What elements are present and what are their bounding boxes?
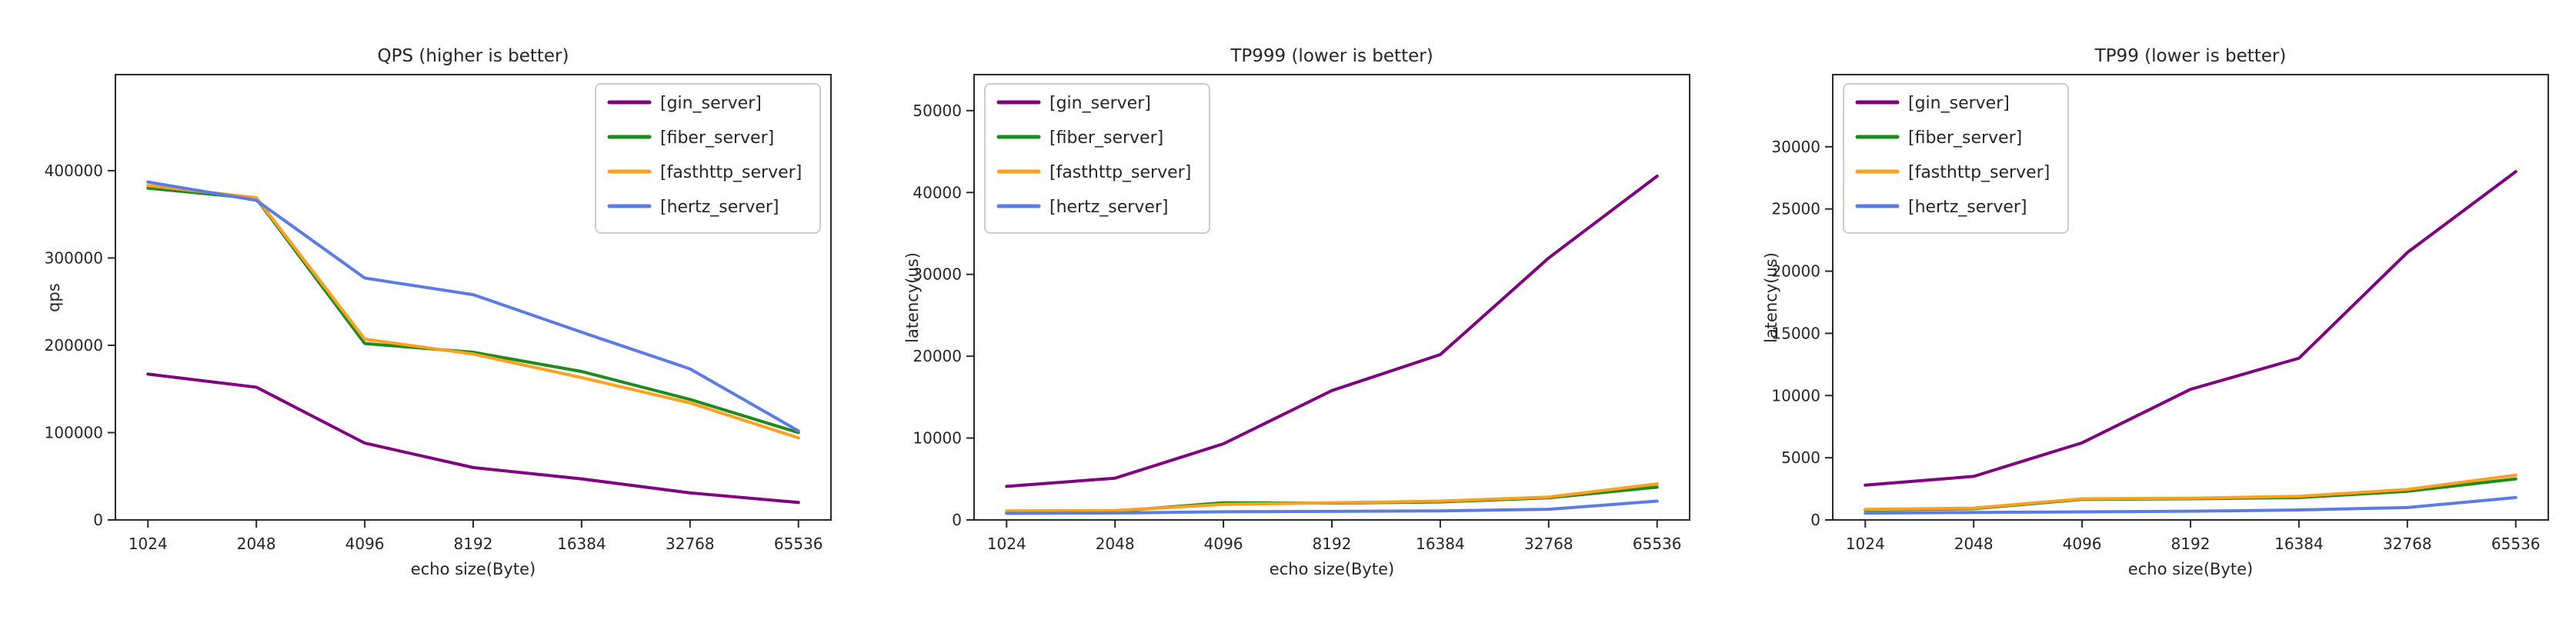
x-tick-label: 1024	[1846, 535, 1885, 553]
x-tick-label: 32768	[1524, 535, 1573, 553]
x-tick-label: 16384	[1416, 535, 1465, 553]
x-tick-label: 65536	[774, 535, 823, 553]
y-tick-label: 30000	[1771, 138, 1820, 156]
legend-label: [hertz_server]	[1908, 198, 2027, 217]
series-line-gin_server	[146, 372, 800, 505]
x-axis-label: echo size(Byte)	[1269, 560, 1395, 578]
y-tick-label: 5000	[1781, 448, 1820, 467]
series-line-fasthttp_server	[146, 184, 800, 440]
y-tick-label: 0	[93, 511, 103, 529]
x-tick-label: 65536	[2491, 535, 2541, 553]
x-tick-label: 32768	[2383, 535, 2432, 553]
y-tick-label: 40000	[913, 183, 962, 202]
x-tick-label: 8192	[1313, 535, 1352, 553]
series-line-gin_server	[1864, 170, 2518, 487]
legend-label: [gin_server]	[1908, 94, 2010, 113]
x-tick-label: 1024	[987, 535, 1026, 553]
y-tick-label: 30000	[913, 265, 962, 284]
plot-area: 0 10000 20000 30000 40000 50000 1024 2048 4096 81…	[913, 74, 1690, 553]
series-line-hertz_server	[1864, 495, 2518, 515]
x-axis-label: echo size(Byte)	[410, 560, 536, 578]
y-tick-label: 25000	[1771, 200, 1820, 218]
y-tick-label: 0	[952, 511, 962, 529]
y-tick-label: 400000	[45, 162, 103, 180]
legend-label: [fiber_server]	[660, 128, 774, 148]
legend-box	[595, 83, 821, 234]
y-tick-label: 15000	[1771, 324, 1820, 342]
x-tick-label: 2048	[1954, 535, 1994, 553]
x-tick-label: 1024	[128, 535, 168, 553]
legend-label: [gin_server]	[660, 94, 762, 113]
x-tick-label: 8192	[454, 535, 493, 553]
plot-area: 0 100000 200000 300000 400000 1024 2048 4096 819…	[45, 74, 832, 553]
series-line-hertz_server	[146, 180, 800, 433]
legend-label: [hertz_server]	[660, 198, 779, 217]
legend-label: [gin_server]	[1049, 94, 1151, 113]
legend-box	[984, 83, 1210, 234]
y-tick-label: 50000	[913, 102, 962, 120]
legend-label: [fasthttp_server]	[1049, 163, 1191, 182]
chart-qps: qps QPS (higher is better) 0 100000 200000…	[0, 0, 859, 623]
legend-label: [hertz_server]	[1049, 198, 1169, 217]
chart-title: QPS (higher is better)	[377, 46, 569, 66]
series-line-fasthttp_server	[1864, 473, 2518, 511]
y-tick-label: 0	[1810, 511, 1820, 529]
legend-label: [fasthttp_server]	[1908, 163, 2050, 182]
x-tick-label: 4096	[2063, 535, 2102, 553]
y-tick-label: 20000	[1771, 262, 1820, 281]
x-tick-label: 2048	[237, 535, 276, 553]
chart-title: TP999 (lower is better)	[1230, 46, 1433, 66]
y-tick-label: 10000	[913, 429, 962, 448]
x-tick-label: 65536	[1633, 535, 1682, 553]
series-line-hertz_server	[1005, 499, 1659, 515]
x-tick-label: 16384	[557, 535, 606, 553]
x-tick-label: 32768	[666, 535, 715, 553]
y-tick-label: 200000	[45, 336, 103, 355]
y-tick-label: 10000	[1771, 386, 1820, 405]
x-tick-label: 4096	[1204, 535, 1243, 553]
x-tick-label: 8192	[2171, 535, 2211, 553]
y-tick-label: 20000	[913, 347, 962, 365]
y-tick-label: 300000	[45, 248, 103, 267]
chart-tp99: latency(us) TP99 (lower is better) 0 5000…	[1717, 0, 2576, 623]
legend-box	[1843, 83, 2069, 234]
x-axis-label: echo size(Byte)	[2127, 560, 2254, 578]
plot-area: 0 5000 10000 15000 20000 25000 30000 1024 2048 40…	[1771, 74, 2549, 553]
x-tick-label: 2048	[1096, 535, 1135, 553]
chart-tp999: latency(us) TP999 (lower is better) 0 100…	[859, 0, 1717, 623]
chart-title: TP99 (lower is better)	[2094, 46, 2287, 66]
legend-label: [fiber_server]	[1908, 128, 2022, 148]
series-line-fasthttp_server	[1005, 482, 1659, 513]
legend-label: [fasthttp_server]	[660, 163, 802, 182]
legend-label: [fiber_server]	[1049, 128, 1163, 148]
y-tick-label: 100000	[45, 423, 103, 441]
x-tick-label: 16384	[2274, 535, 2324, 553]
x-tick-label: 4096	[345, 535, 385, 553]
series-line-gin_server	[1005, 174, 1659, 488]
